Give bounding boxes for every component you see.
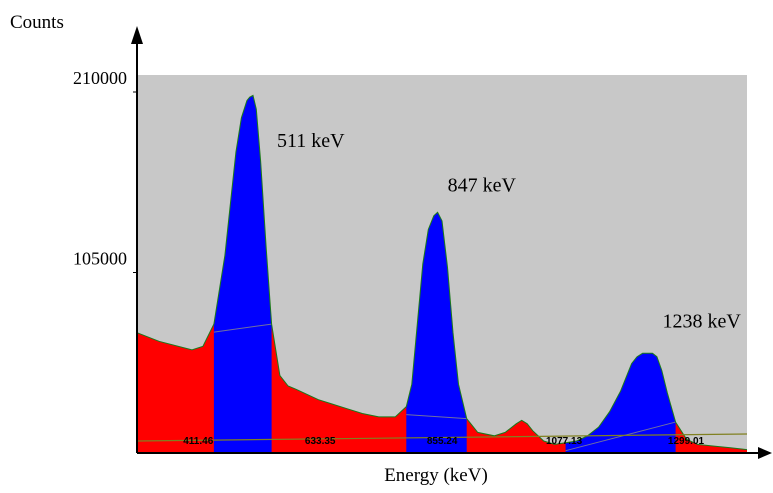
peak-region-1 — [213, 95, 272, 454]
background-baseline — [136, 433, 748, 442]
peak-region-3 — [565, 353, 676, 453]
x-axis-title: Energy (keV) — [384, 465, 488, 486]
y-axis-arrow — [131, 26, 143, 44]
peak-baseline-1 — [213, 323, 272, 333]
x-tick-label: 1299.01 — [668, 436, 705, 447]
peak-label: 511 keV — [277, 130, 345, 152]
y-tick-label: 105000 — [73, 249, 127, 269]
peak-baseline-3 — [565, 421, 676, 452]
x-tick-label: 1077.13 — [546, 436, 583, 447]
peaks-layer — [136, 94, 748, 454]
spectrum-outline — [136, 94, 748, 451]
axes-layer — [131, 26, 772, 459]
peak-label: 1238 keV — [662, 311, 741, 333]
x-tick-label: 855.24 — [427, 436, 458, 447]
x-tick-label: 633.35 — [305, 436, 336, 447]
peak-baseline-2 — [406, 414, 467, 420]
x-tick-label: 411.46 — [183, 436, 213, 447]
x-axis-arrow — [758, 447, 772, 459]
y-axis-title: Counts — [10, 12, 64, 33]
x-ticks-layer: 411.46 633.35 855.24 1077.13 1299.01 — [183, 436, 704, 447]
y-ticks-layer: 210000 105000 — [73, 68, 137, 273]
peak-label: 847 keV — [448, 175, 517, 197]
peak-labels-layer: 511 keV 847 keV 1238 keV — [277, 130, 741, 333]
y-tick-label: 210000 — [73, 68, 127, 88]
peak-region-2 — [406, 212, 467, 453]
